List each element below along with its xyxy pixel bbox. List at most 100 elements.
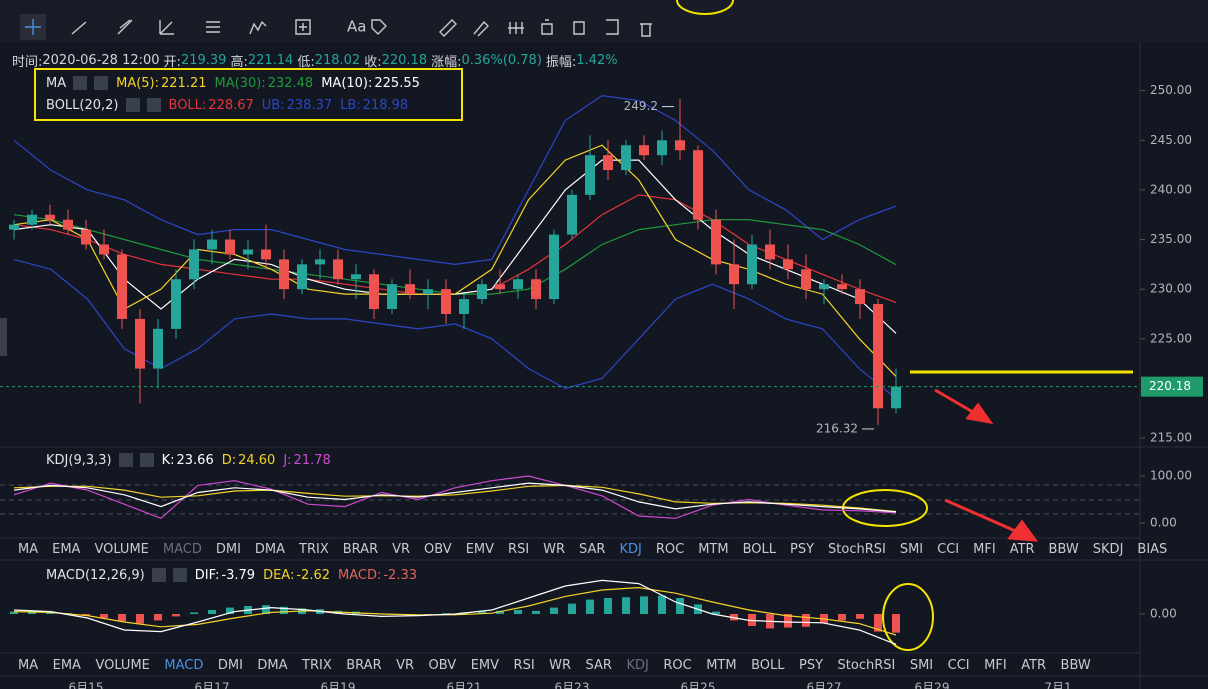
annotation-arrow bbox=[944, 498, 1039, 542]
indicator-tab[interactable]: CCI bbox=[937, 541, 960, 557]
indicator-tab[interactable]: EMV bbox=[470, 657, 500, 673]
indicator-tab[interactable]: PSY bbox=[798, 657, 824, 673]
indicator-tab[interactable]: EMA bbox=[52, 541, 81, 557]
indicator-tab[interactable]: DMI bbox=[217, 657, 243, 673]
indicator-tab[interactable]: MFI bbox=[984, 657, 1007, 673]
info-label: 涨幅: bbox=[431, 54, 462, 70]
indicator-tab[interactable]: ATR bbox=[1009, 541, 1035, 557]
candle-body bbox=[171, 279, 181, 329]
highlight-ellipse bbox=[882, 583, 934, 651]
kdj-legend: KDJ(9,3,3) K: 23.66 D: 24.60 J: 21.78 bbox=[46, 451, 339, 469]
indicator-tab[interactable]: MTM bbox=[706, 657, 737, 673]
indicator-tab[interactable]: BBW bbox=[1048, 541, 1079, 557]
indicator-tab[interactable]: ROC bbox=[663, 657, 692, 673]
indicator-tab[interactable]: ROC bbox=[655, 541, 685, 557]
legend-label: K: bbox=[161, 452, 175, 468]
highlight-box bbox=[34, 68, 463, 121]
indicator-tab[interactable]: DMI bbox=[215, 541, 241, 557]
legend-value: 228.67 bbox=[208, 97, 254, 113]
indicator-tab[interactable]: RSI bbox=[513, 657, 535, 673]
indicator-tab[interactable]: TRIX bbox=[302, 657, 332, 673]
macd-bar bbox=[604, 598, 612, 614]
indicator-tab[interactable]: BRAR bbox=[346, 657, 382, 673]
candle-body bbox=[315, 259, 325, 265]
legend-value: 232.48 bbox=[267, 75, 314, 91]
close-button[interactable] bbox=[94, 76, 109, 90]
indicator-tab[interactable]: KDJ bbox=[619, 541, 642, 557]
candle-body bbox=[675, 140, 685, 151]
indicator-tab[interactable]: DMA bbox=[257, 657, 288, 673]
side-handle[interactable] bbox=[0, 318, 7, 356]
settings-button[interactable] bbox=[151, 568, 166, 582]
legend-label: DEA: bbox=[263, 567, 295, 583]
indicator-tab[interactable]: MA bbox=[18, 657, 39, 673]
indicator-tab[interactable]: ATR bbox=[1021, 657, 1047, 673]
indicator-tab[interactable]: BBW bbox=[1060, 657, 1091, 673]
indicator-tab[interactable]: BOLL bbox=[742, 541, 776, 557]
indicator-tab[interactable]: PSY bbox=[789, 541, 815, 557]
highlight-ellipse bbox=[676, 0, 734, 15]
indicator-tab[interactable]: CCI bbox=[947, 657, 970, 673]
candle-body bbox=[801, 269, 811, 290]
y-tick-label: 100.00 bbox=[1150, 469, 1192, 483]
x-tick-label: 6月19 bbox=[321, 681, 356, 689]
indicator-tab[interactable]: TRIX bbox=[299, 541, 329, 557]
indicator-tab[interactable]: MTM bbox=[698, 541, 729, 557]
candle-body bbox=[351, 274, 361, 280]
x-tick-label: 6月17 bbox=[195, 681, 230, 689]
legend-label: DIF: bbox=[194, 567, 220, 583]
indicator-tab[interactable]: VR bbox=[392, 541, 411, 557]
candle-body bbox=[279, 259, 289, 290]
indicator-tab[interactable]: MA bbox=[18, 541, 39, 557]
indicator-tab[interactable]: SAR bbox=[585, 657, 612, 673]
settings-button[interactable] bbox=[118, 453, 133, 467]
indicator-tab[interactable]: StochRSI bbox=[837, 657, 896, 673]
indicator-tab[interactable]: DMA bbox=[254, 541, 286, 557]
indicator-tab[interactable]: MACD bbox=[162, 541, 202, 557]
indicator-tab[interactable]: BIAS bbox=[1137, 541, 1168, 557]
indicator-tab[interactable]: VOLUME bbox=[95, 657, 150, 673]
candle-body bbox=[189, 249, 199, 280]
macd-bar bbox=[640, 596, 648, 614]
indicator-tab[interactable]: SMI bbox=[899, 541, 924, 557]
macd-bar bbox=[874, 614, 882, 632]
indicator-tab[interactable]: VOLUME bbox=[94, 541, 149, 557]
indicator-tab[interactable]: EMA bbox=[52, 657, 81, 673]
close-button[interactable] bbox=[172, 568, 187, 582]
indicator-tab[interactable]: SKDJ bbox=[1092, 541, 1124, 557]
candle-body bbox=[153, 328, 163, 369]
candle-body bbox=[783, 259, 793, 270]
indicator-tab[interactable]: SAR bbox=[579, 541, 606, 557]
legend-value: 225.55 bbox=[374, 75, 420, 91]
indicator-tab[interactable]: BOLL bbox=[751, 657, 785, 673]
indicator-tab[interactable]: MFI bbox=[973, 541, 996, 557]
candle-body bbox=[27, 214, 37, 225]
settings-button[interactable] bbox=[73, 76, 88, 90]
indicator-tab[interactable]: KDJ bbox=[626, 657, 649, 673]
x-tick-label: 6月23 bbox=[555, 681, 590, 689]
indicator-tab[interactable]: WR bbox=[543, 541, 566, 557]
font-tool[interactable]: Aa bbox=[347, 18, 366, 36]
candle-body bbox=[477, 284, 487, 300]
macd-bar bbox=[442, 613, 450, 614]
indicator-tab[interactable]: SMI bbox=[909, 657, 934, 673]
indicator-line bbox=[13, 94, 897, 266]
candle-body bbox=[387, 284, 397, 310]
close-button[interactable] bbox=[146, 98, 161, 112]
macd-bar bbox=[496, 610, 504, 614]
indicator-tab[interactable]: BRAR bbox=[342, 541, 379, 557]
close-button[interactable] bbox=[139, 453, 154, 467]
legend-title: BOLL(20,2) bbox=[46, 97, 119, 113]
indicator-tab[interactable]: VR bbox=[396, 657, 415, 673]
indicator-tab[interactable]: OBV bbox=[424, 541, 452, 557]
indicator-tab[interactable]: WR bbox=[549, 657, 572, 673]
indicator-tab[interactable]: EMV bbox=[465, 541, 495, 557]
indicator-tab[interactable]: RSI bbox=[508, 541, 530, 557]
candle-body bbox=[621, 145, 631, 171]
indicator-tab[interactable]: MACD bbox=[164, 657, 204, 673]
indicator-line bbox=[13, 586, 897, 636]
settings-button[interactable] bbox=[125, 98, 140, 112]
indicator-tab[interactable]: StochRSI bbox=[828, 541, 886, 557]
candle-body bbox=[513, 279, 523, 290]
indicator-tab[interactable]: OBV bbox=[428, 657, 457, 673]
